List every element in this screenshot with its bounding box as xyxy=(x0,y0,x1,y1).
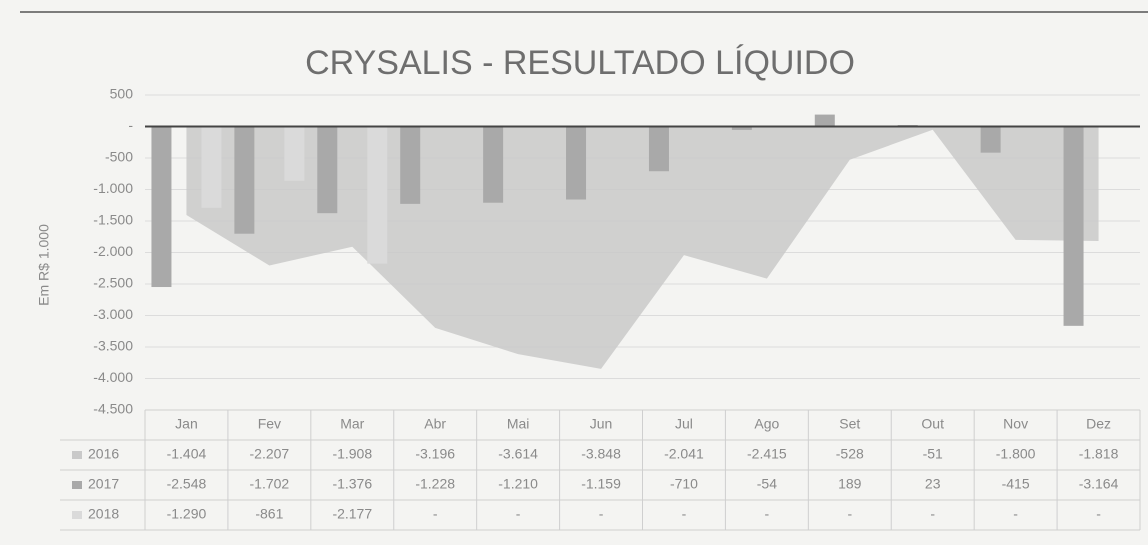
table-cell: - xyxy=(1013,506,1018,522)
table-cell: -1.210 xyxy=(498,476,538,492)
bar xyxy=(367,126,388,264)
legend-label: 2017 xyxy=(88,476,119,492)
table-cell: - xyxy=(1096,506,1101,522)
legend-key xyxy=(72,511,82,519)
table-cell: -1.818 xyxy=(1079,446,1119,462)
table-cell: -3.196 xyxy=(415,446,455,462)
table-cell: -3.848 xyxy=(581,446,621,462)
table-header: Mai xyxy=(507,416,530,432)
table-cell: - xyxy=(433,506,438,522)
table-cell: - xyxy=(516,506,521,522)
table-cell: 23 xyxy=(925,476,941,492)
table-cell: - xyxy=(682,506,687,522)
chart-title: CRYSALIS - RESULTADO LÍQUIDO xyxy=(305,44,855,82)
table-cell: -2.041 xyxy=(664,446,704,462)
table-header: Jun xyxy=(590,416,613,432)
y-tick-label: 500 xyxy=(110,86,134,102)
y-tick-label: - xyxy=(128,117,133,133)
y-tick-label: -1.000 xyxy=(93,180,133,196)
y-tick-label: -3.500 xyxy=(93,338,133,354)
table-cell: -2.415 xyxy=(747,446,787,462)
y-tick-label: -2.500 xyxy=(93,275,133,291)
table-cell: -1.404 xyxy=(167,446,207,462)
y-tick-label: -4.500 xyxy=(93,401,133,417)
table-cell: -415 xyxy=(1002,476,1030,492)
table-cell: -3.614 xyxy=(498,446,538,462)
bar xyxy=(201,126,222,208)
y-tick-label: -4.000 xyxy=(93,369,133,385)
y-tick-label: -500 xyxy=(105,149,133,165)
table-cell: - xyxy=(847,506,852,522)
table-cell: -2.548 xyxy=(167,476,207,492)
bar xyxy=(980,126,1001,153)
table-cell: -861 xyxy=(255,506,283,522)
bar xyxy=(151,126,172,288)
bar xyxy=(731,126,752,130)
table-header: Jan xyxy=(175,416,198,432)
table-cell: -1.159 xyxy=(581,476,621,492)
table-cell: -1.290 xyxy=(167,506,207,522)
bar xyxy=(648,126,669,172)
table-cell: -1.228 xyxy=(415,476,455,492)
bar xyxy=(234,126,255,234)
y-tick-label: -1.500 xyxy=(93,212,133,228)
y-axis-label: Em R$ 1.000 xyxy=(36,224,52,306)
table-cell: -1.908 xyxy=(332,446,372,462)
bar xyxy=(814,114,835,127)
table-cell: -1.702 xyxy=(250,476,290,492)
table-cell: 189 xyxy=(838,476,862,492)
table-cell: - xyxy=(930,506,935,522)
bar xyxy=(400,126,421,204)
table-header: Jul xyxy=(675,416,693,432)
table-cell: -1.376 xyxy=(332,476,372,492)
legend-label: 2016 xyxy=(88,446,119,462)
bar xyxy=(317,126,338,214)
table-cell: -2.207 xyxy=(250,446,290,462)
bar xyxy=(1063,126,1084,326)
table-cell: - xyxy=(765,506,770,522)
table-cell: -51 xyxy=(923,446,943,462)
y-tick-label: -3.000 xyxy=(93,306,133,322)
legend-key xyxy=(72,451,82,459)
table-header: Dez xyxy=(1086,416,1111,432)
bar xyxy=(483,126,504,203)
table-cell: -54 xyxy=(757,476,777,492)
table-header: Out xyxy=(921,416,944,432)
bar xyxy=(284,126,305,181)
table-cell: -3.164 xyxy=(1079,476,1119,492)
table-header: Abr xyxy=(424,416,446,432)
table-cell: - xyxy=(599,506,604,522)
table-cell: -1.800 xyxy=(996,446,1036,462)
table-header: Mar xyxy=(340,416,364,432)
table-cell: -2.177 xyxy=(332,506,372,522)
table-header: Nov xyxy=(1003,416,1028,432)
table-cell: -710 xyxy=(670,476,698,492)
table-header: Ago xyxy=(754,416,779,432)
table-header: Fev xyxy=(258,416,281,432)
table-cell: -528 xyxy=(836,446,864,462)
legend-label: 2018 xyxy=(88,506,119,522)
legend-key xyxy=(72,481,82,489)
table-header: Set xyxy=(839,416,860,432)
y-tick-label: -2.000 xyxy=(93,243,133,259)
bar xyxy=(566,126,587,200)
